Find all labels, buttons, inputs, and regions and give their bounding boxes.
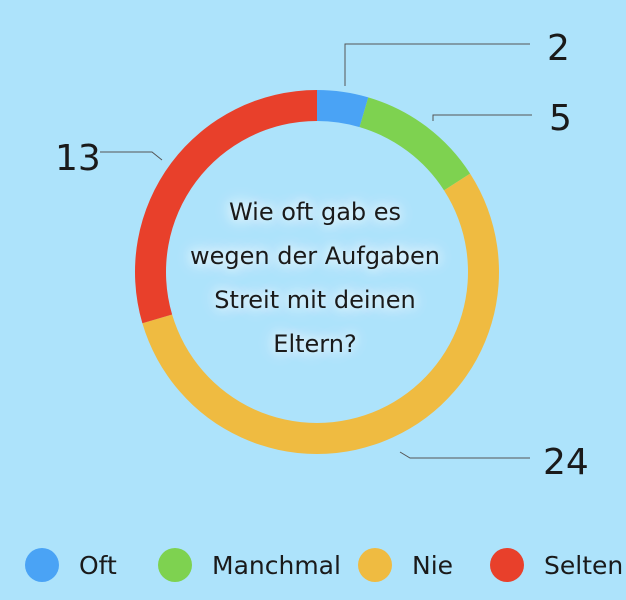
slice-selten [135,90,317,324]
legend-item-selten: Selten [490,545,623,585]
slice-oft [317,90,369,128]
leader-line-selten [100,151,163,161]
slice-nie [142,173,500,454]
chart-title-text: Wie oft gab es wegen der Aufgaben Streit… [190,198,440,358]
data-label-selten: 13 [55,138,101,179]
legend-swatch-manchmal [158,548,192,582]
legend-label-manchmal: Manchmal [212,550,341,580]
leader-line-nie [399,451,530,459]
leader-line-oft [344,43,530,86]
legend-label-oft: Oft [79,550,117,580]
legend-swatch-selten [490,548,524,582]
legend-label-selten: Selten [544,550,624,580]
data-label-manchmal: 5 [549,98,572,139]
legend-item-oft: Oft [25,545,117,585]
chart-title: Wie oft gab es wegen der Aufgaben Streit… [190,188,440,368]
slice-manchmal [359,97,471,191]
legend: Oft Manchmal Nie Selten [0,545,626,585]
data-label-oft: 2 [547,28,570,69]
legend-swatch-nie [358,548,392,582]
legend-item-manchmal: Manchmal [158,545,341,585]
data-label-nie: 24 [543,442,589,483]
legend-label-nie: Nie [412,550,454,580]
legend-swatch-oft [25,548,59,582]
legend-item-nie: Nie [358,545,453,585]
leader-line-manchmal [432,114,532,121]
